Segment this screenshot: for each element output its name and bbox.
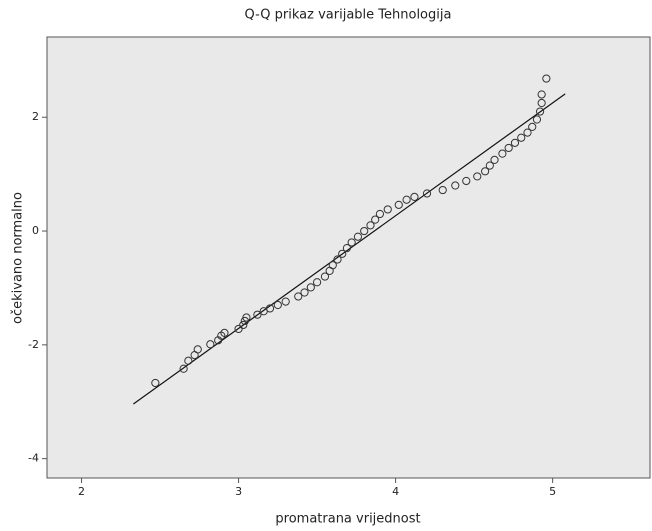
chart-title: Q-Q prikaz varijable Tehnologija xyxy=(245,8,452,23)
point xyxy=(517,133,526,142)
point xyxy=(184,356,193,365)
point xyxy=(342,244,352,253)
point xyxy=(179,364,188,373)
point xyxy=(535,107,545,116)
point xyxy=(528,122,537,132)
point xyxy=(422,189,432,198)
point xyxy=(451,181,460,190)
point xyxy=(498,149,507,158)
point xyxy=(504,143,513,153)
point xyxy=(151,378,160,388)
point xyxy=(281,297,290,306)
point xyxy=(510,138,520,147)
y-tick-label: -2 xyxy=(28,338,39,351)
x-tick-label: 4 xyxy=(392,485,399,498)
point xyxy=(366,221,375,230)
x-tick-label: 3 xyxy=(235,485,242,498)
x-tick-label: 2 xyxy=(78,485,85,498)
point xyxy=(333,255,342,264)
point xyxy=(360,226,369,236)
point xyxy=(294,292,303,301)
point xyxy=(239,320,248,330)
plot-area xyxy=(46,36,651,479)
point xyxy=(383,205,392,214)
point xyxy=(394,200,403,209)
point xyxy=(532,115,542,124)
point xyxy=(242,313,251,322)
point xyxy=(265,304,275,313)
y-tick-label: -4 xyxy=(28,452,39,465)
point xyxy=(473,172,482,181)
point xyxy=(375,209,385,219)
point xyxy=(338,249,347,258)
point xyxy=(353,232,363,241)
point xyxy=(523,128,532,137)
point xyxy=(328,261,337,270)
point xyxy=(273,300,282,310)
y-tick-label: 0 xyxy=(32,224,39,237)
point xyxy=(485,161,494,170)
x-tick-label: 5 xyxy=(549,485,556,498)
point xyxy=(542,74,551,83)
point xyxy=(481,167,490,176)
reference-line xyxy=(133,93,566,405)
point xyxy=(537,98,546,108)
point xyxy=(306,283,315,292)
point xyxy=(320,272,330,281)
x-axis-label: promatrana vrijednost xyxy=(275,512,420,527)
y-tick-label: 2 xyxy=(32,110,39,123)
point xyxy=(402,195,411,204)
point xyxy=(300,288,309,297)
point xyxy=(206,340,215,349)
point xyxy=(490,155,499,165)
point xyxy=(253,310,262,319)
point xyxy=(193,345,202,354)
point xyxy=(537,90,546,99)
point xyxy=(438,185,447,195)
point xyxy=(312,278,322,287)
point xyxy=(410,192,419,201)
point xyxy=(234,324,243,334)
point xyxy=(347,238,356,247)
y-axis-label: očekivano normalno xyxy=(11,192,26,324)
point xyxy=(462,176,471,186)
point xyxy=(371,215,380,224)
point xyxy=(220,328,229,337)
